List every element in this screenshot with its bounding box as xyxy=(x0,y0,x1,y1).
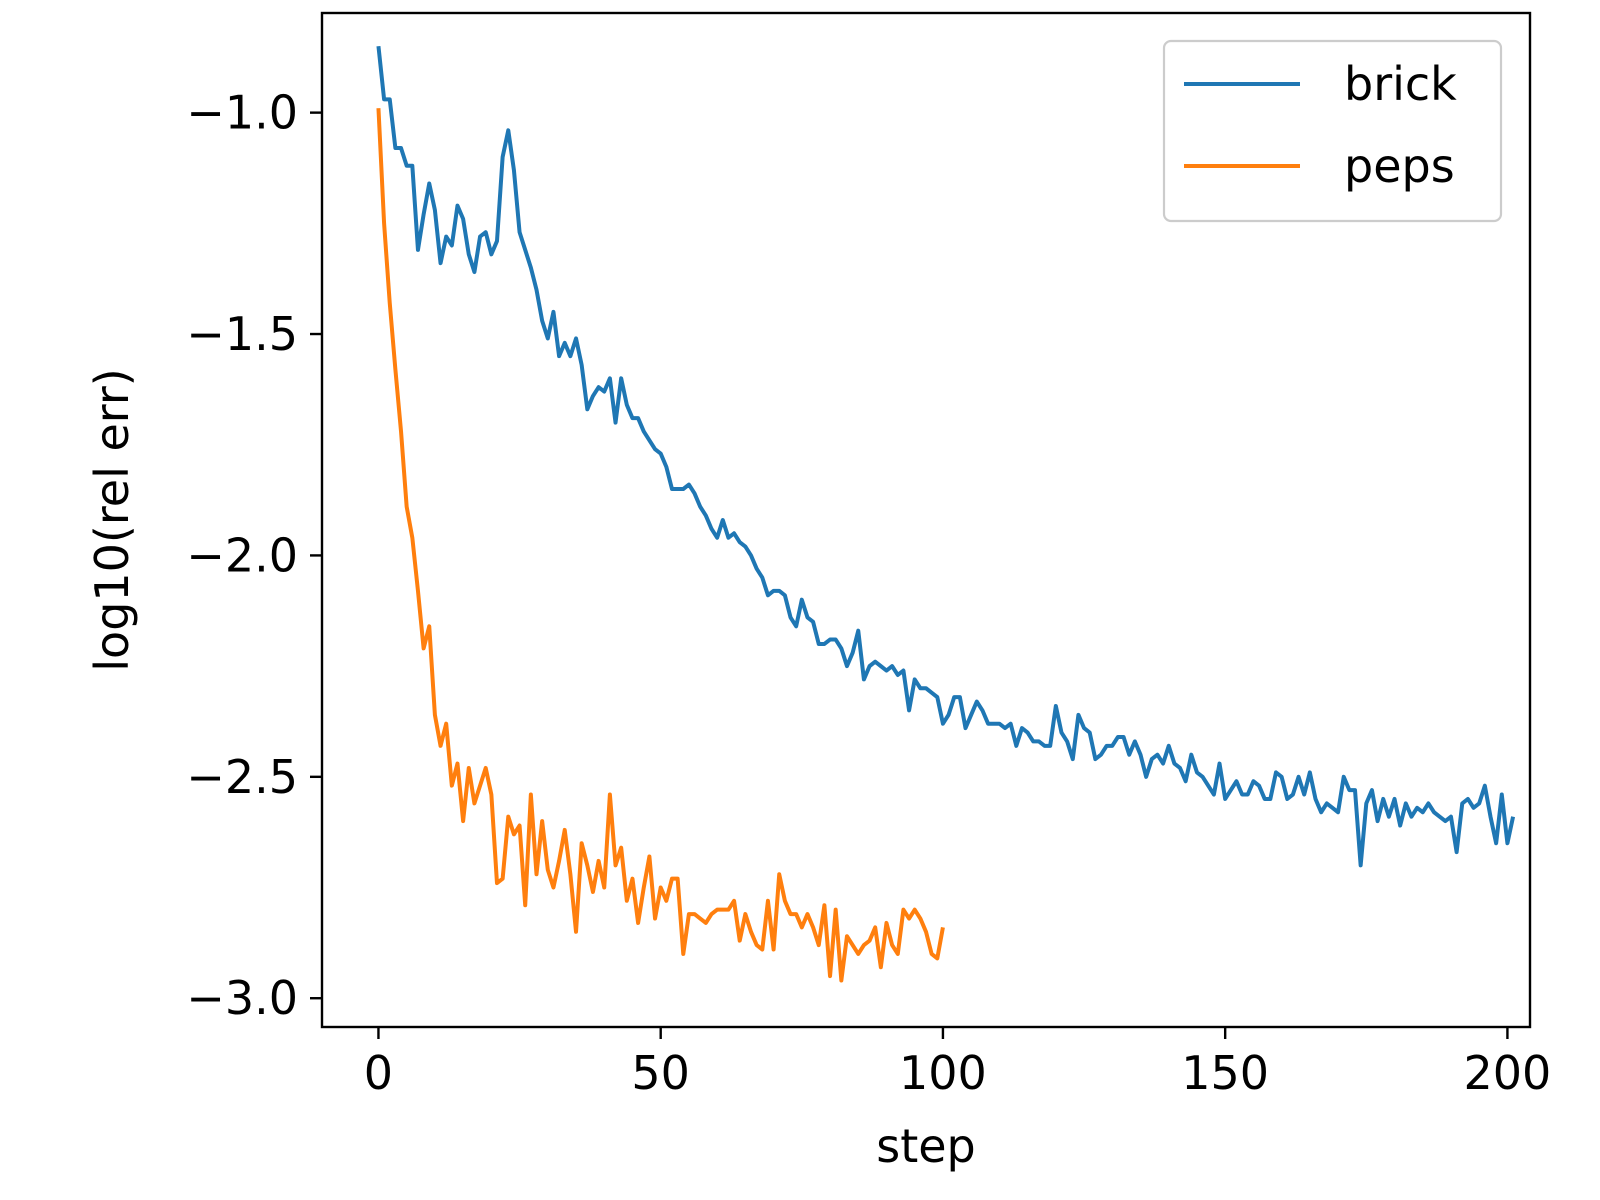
plot-frame xyxy=(320,11,1532,1029)
y-tick-label: −3.0 xyxy=(186,971,298,1025)
x-axis-title: step xyxy=(876,1119,976,1173)
y-axis: −3.0 −2.5 −2.0 −1.5 −1.0 xyxy=(186,86,322,1025)
legend-label-peps: peps xyxy=(1344,139,1455,193)
series-line-brick xyxy=(376,45,1516,868)
y-tick-label: −1.5 xyxy=(186,307,298,361)
x-tick-label: 50 xyxy=(631,1046,690,1100)
y-axis-title: log10(rel err) xyxy=(85,368,139,671)
x-tick-label: 100 xyxy=(899,1046,987,1100)
y-tick-label: −2.0 xyxy=(186,528,298,582)
x-tick-label: 0 xyxy=(364,1046,393,1100)
x-tick-label: 200 xyxy=(1464,1046,1552,1100)
y-tick-label: −2.5 xyxy=(186,750,298,804)
series-line-peps xyxy=(376,108,945,983)
series-layer xyxy=(376,45,1516,983)
x-axis: 0 50 100 150 200 xyxy=(364,1027,1552,1100)
legend-label-brick: brick xyxy=(1344,57,1457,111)
x-tick-label: 150 xyxy=(1181,1046,1269,1100)
legend: brick peps xyxy=(1162,39,1503,223)
y-tick-label: −1.0 xyxy=(186,86,298,140)
